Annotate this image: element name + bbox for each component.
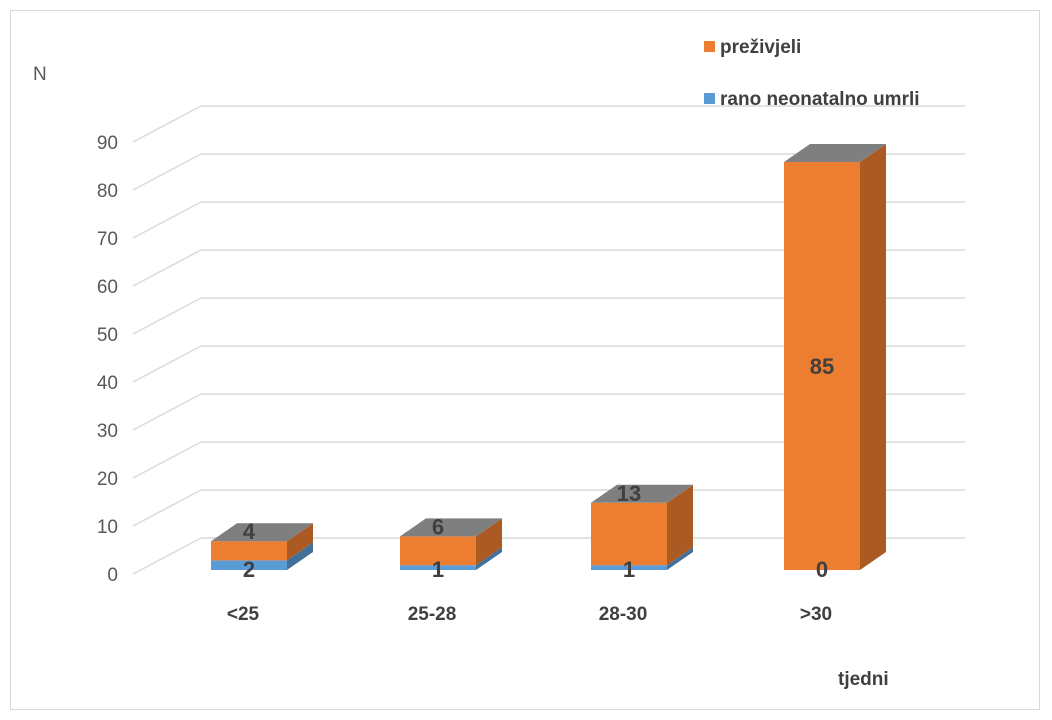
x-tick-label: <25 xyxy=(227,604,260,625)
bar-segment xyxy=(211,560,287,570)
gridline-depth xyxy=(132,201,202,239)
data-label: 13 xyxy=(617,481,641,506)
legend-label: rano neonatalno umrli xyxy=(720,89,920,110)
gridline-depth xyxy=(132,393,202,431)
legend: preživjeli rano neonatalno umrli xyxy=(704,37,920,110)
x-axis-categories: <25 25-28 28-30 >30 xyxy=(227,604,832,625)
legend-swatch xyxy=(704,93,715,104)
y-tick-label: 30 xyxy=(97,421,118,442)
gridline-depth xyxy=(132,297,202,335)
data-label: 85 xyxy=(810,354,834,379)
y-tick-label: 70 xyxy=(97,229,118,250)
y-tick-label: 0 xyxy=(107,565,118,586)
x-tick-label: 28-30 xyxy=(599,604,648,625)
y-tick-label: 60 xyxy=(97,277,118,298)
gridline-depth xyxy=(132,105,202,143)
bar-segment xyxy=(591,565,667,570)
y-tick-label: 50 xyxy=(97,325,118,346)
data-label: 0 xyxy=(816,557,828,582)
bar-segment xyxy=(591,502,667,566)
bar-top xyxy=(211,523,313,542)
gridline-depth xyxy=(132,345,202,383)
y-tick-label: 20 xyxy=(97,469,118,490)
bar-side xyxy=(476,518,502,566)
data-label: 6 xyxy=(432,514,444,539)
bar-side xyxy=(476,547,502,570)
bar-side xyxy=(860,144,886,570)
bar-segment xyxy=(400,536,476,566)
bar-segment xyxy=(211,541,287,561)
y-tick-label: 10 xyxy=(97,517,118,538)
legend-swatch xyxy=(704,41,715,52)
gridline-depth xyxy=(132,537,202,575)
gridline-depth xyxy=(132,249,202,287)
gridline-depth xyxy=(132,441,202,479)
y-tick-label: 90 xyxy=(97,133,118,154)
x-tick-label: 25-28 xyxy=(408,604,457,625)
y-tick-label: 40 xyxy=(97,373,118,394)
y-axis-label: N xyxy=(33,64,47,85)
data-label: 1 xyxy=(623,557,635,582)
bar-top xyxy=(591,484,693,503)
y-tick-label: 80 xyxy=(97,181,118,202)
y-axis-ticks: 0 10 20 30 40 50 60 70 80 90 xyxy=(97,133,118,586)
x-axis-label: tjedni xyxy=(838,669,889,690)
gridline-depth xyxy=(132,153,202,191)
bar-side xyxy=(667,484,693,566)
bar-top xyxy=(400,518,502,537)
x-tick-label: >30 xyxy=(800,604,832,625)
bar-segment xyxy=(784,162,860,570)
bar-side xyxy=(287,523,313,561)
bar-top xyxy=(784,144,886,162)
bar-side xyxy=(287,542,313,570)
legend-label: preživjeli xyxy=(720,37,801,58)
bars: 2 4 1 6 1 13 0 85 xyxy=(211,144,886,582)
bar-segment xyxy=(400,565,476,570)
gridline-depth xyxy=(132,489,202,527)
data-label: 1 xyxy=(432,557,444,582)
data-label: 4 xyxy=(243,519,256,544)
data-label: 2 xyxy=(243,557,255,582)
bar-side xyxy=(667,547,693,570)
